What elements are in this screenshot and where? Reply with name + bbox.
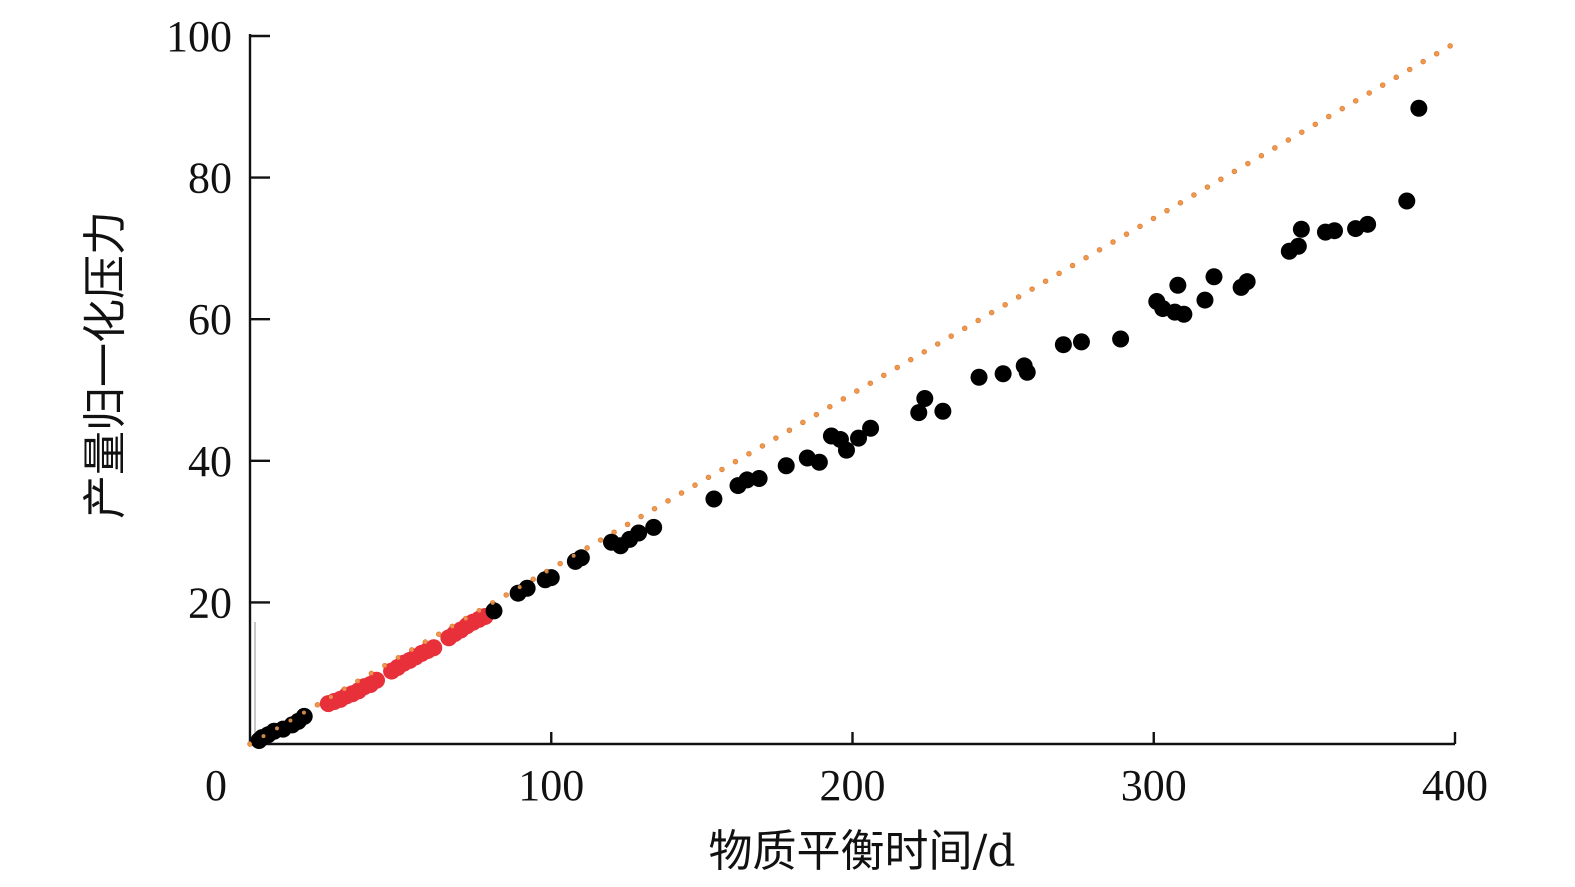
data-points [248, 41, 1457, 749]
black-data-point [485, 602, 503, 620]
x-tick-label: 100 [518, 761, 584, 810]
black-data-point [750, 470, 768, 487]
red-data-point [368, 671, 386, 689]
black-data-point [1398, 192, 1416, 210]
x-ticks: 0 100 200 300 400 [205, 732, 1488, 810]
x-tick-label: 0 [205, 761, 227, 810]
black-data-point [705, 490, 723, 508]
red-data-point [425, 639, 443, 657]
black-data-point [777, 457, 795, 475]
trend-line-overlay [248, 41, 1457, 746]
black-data-point [295, 707, 313, 725]
y-tick-label: 40 [188, 437, 232, 486]
black-data-point [916, 389, 934, 407]
black-data-point [645, 518, 663, 536]
x-tick-label: 200 [820, 761, 886, 810]
black-data-point [1238, 273, 1256, 291]
y-tick-label: 80 [188, 154, 232, 203]
black-data-point [630, 524, 648, 542]
black-data-point [1289, 237, 1307, 255]
black-data-point [1292, 220, 1310, 238]
black-data-point [1054, 336, 1072, 354]
black-data-point [1205, 268, 1223, 286]
black-data-point [970, 368, 988, 386]
black-data-point [910, 404, 928, 422]
y-tick-label: 60 [188, 295, 232, 344]
black-data-point [850, 429, 868, 447]
black-data-point [1072, 333, 1090, 351]
black-data-point [994, 365, 1012, 383]
y-ticks: 20 40 60 80 100 [166, 12, 270, 627]
black-data-point [934, 402, 952, 420]
black-data-point [1196, 291, 1214, 309]
x-axis-title: 物质平衡时间/d [709, 826, 1016, 877]
black-data-point [1410, 99, 1428, 117]
black-data-point [1169, 276, 1187, 294]
x-tick-label: 400 [1422, 761, 1488, 810]
black-data-point [518, 579, 536, 597]
black-data-point [572, 549, 590, 567]
y-axis-title: 产量归一化压力 [80, 211, 131, 519]
axes [248, 34, 1455, 746]
black-data-point [837, 441, 855, 459]
black-data-point [862, 419, 880, 437]
y-tick-label: 20 [188, 578, 232, 627]
black-data-point [1018, 363, 1036, 381]
y-tick-label: 100 [166, 12, 232, 61]
black-data-point [1359, 215, 1377, 233]
black-data-point [810, 453, 828, 471]
black-data-point [1326, 222, 1343, 240]
black-data-point [1175, 305, 1193, 323]
black-data-point [1112, 330, 1130, 348]
x-tick-label: 300 [1121, 761, 1187, 810]
